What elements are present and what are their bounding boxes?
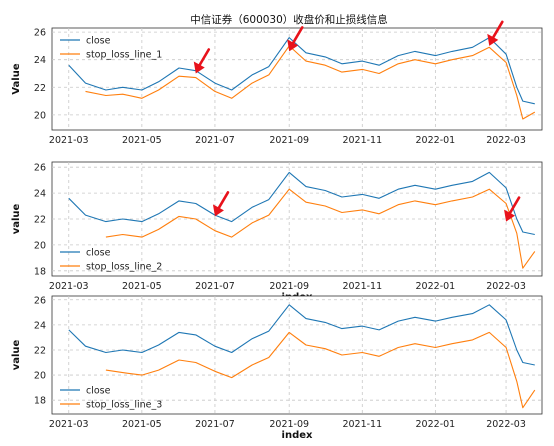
arrow-head [487, 33, 499, 46]
arrow-head [193, 61, 205, 74]
arrow-head [287, 39, 299, 52]
arrow-shaft [490, 20, 504, 41]
y-tick-label: 20 [34, 110, 46, 121]
series-line-close [68, 171, 535, 236]
x-tick-label: 2022-01 [416, 135, 456, 146]
series-line-stop_loss_line_1 [85, 45, 536, 120]
charts-container: 2021-03 2021-05 2021-07 2021-09 2021-11 2022-… [11, 20, 543, 441]
y-tick-label: 24 [34, 320, 46, 331]
series-line-close [68, 304, 535, 366]
series-line-close [68, 37, 535, 105]
arrow-annotation [504, 196, 521, 222]
arrow-shaft [197, 48, 211, 68]
y-tick-label: 24 [34, 189, 46, 200]
arrow-shaft [507, 196, 521, 216]
y-tick-label: 18 [34, 266, 46, 277]
x-axis-label: index [282, 430, 313, 441]
series-line-stop_loss_line_2 [105, 188, 536, 269]
y-tick-label: 26 [34, 163, 46, 174]
x-tick-label: 2021-09 [269, 135, 309, 146]
chart-panel-3: 2021-03 2021-05 2021-07 2021-09 2021-11 2022-… [11, 295, 543, 441]
x-tick-label: 2021-03 [49, 419, 89, 430]
x-tick-label: 2021-07 [195, 135, 235, 146]
x-tick-label: 2021-09 [269, 281, 309, 292]
y-tick-label: 22 [34, 345, 46, 356]
y-tick-label: 24 [34, 55, 46, 66]
chart-title: 中信证券（600030）收盘价和止损线信息 [190, 13, 388, 26]
x-tick-label: 2022-03 [486, 419, 526, 430]
series-line-stop_loss_line_3 [105, 331, 536, 409]
y-tick-label: 20 [34, 371, 46, 382]
arrow-annotation [193, 48, 211, 74]
x-tick-label: 2021-03 [49, 281, 89, 292]
arrow-annotation [287, 26, 304, 52]
x-tick-label: 2021-03 [49, 135, 89, 146]
x-tick-label: 2021-05 [122, 135, 162, 146]
arrow-annotation [487, 20, 504, 46]
legend-entry: stop_loss_line_3 [86, 400, 162, 411]
arrow-head [504, 209, 516, 222]
x-tick-label: 2022-01 [416, 419, 456, 430]
arrow-head [212, 204, 224, 217]
x-tick-label: 2021-09 [269, 419, 309, 430]
y-tick-label: 20 [34, 240, 46, 251]
x-tick-label: 2021-11 [342, 281, 382, 292]
x-tick-label: 2021-11 [342, 419, 382, 430]
y-tick-label: 22 [34, 215, 46, 226]
x-tick-label: 2021-11 [342, 135, 382, 146]
y-axis-label: Value [11, 63, 22, 94]
arrow-shaft [216, 191, 230, 211]
y-axis-label: value [11, 203, 22, 234]
legend-entry: stop_loss_line_2 [86, 262, 162, 273]
legend-entry: stop_loss_line_1 [86, 50, 162, 61]
x-tick-label: 2021-07 [195, 281, 235, 292]
y-tick-label: 26 [34, 28, 46, 39]
chart-panel-2: 2021-03 2021-05 2021-07 2021-09 2021-11 2022-… [11, 161, 543, 303]
y-tick-label: 26 [34, 295, 46, 306]
arrow-annotation [212, 191, 230, 217]
arrow-shaft [290, 26, 304, 46]
x-tick-label: 2021-07 [195, 419, 235, 430]
legend-entry: close [86, 248, 111, 259]
x-tick-label: 2022-03 [486, 281, 526, 292]
x-tick-label: 2022-03 [486, 135, 526, 146]
y-tick-label: 18 [34, 396, 46, 407]
y-tick-label: 22 [34, 83, 46, 94]
plot-area [51, 295, 543, 415]
x-tick-label: 2022-01 [416, 281, 456, 292]
legend-entry: close [86, 386, 111, 397]
x-tick-label: 2021-05 [122, 419, 162, 430]
legend-entry: close [86, 36, 111, 47]
x-tick-label: 2021-05 [122, 281, 162, 292]
chart-panel-1: 2021-03 2021-05 2021-07 2021-09 2021-11 2022-… [11, 20, 543, 146]
y-axis-label: value [11, 339, 22, 370]
